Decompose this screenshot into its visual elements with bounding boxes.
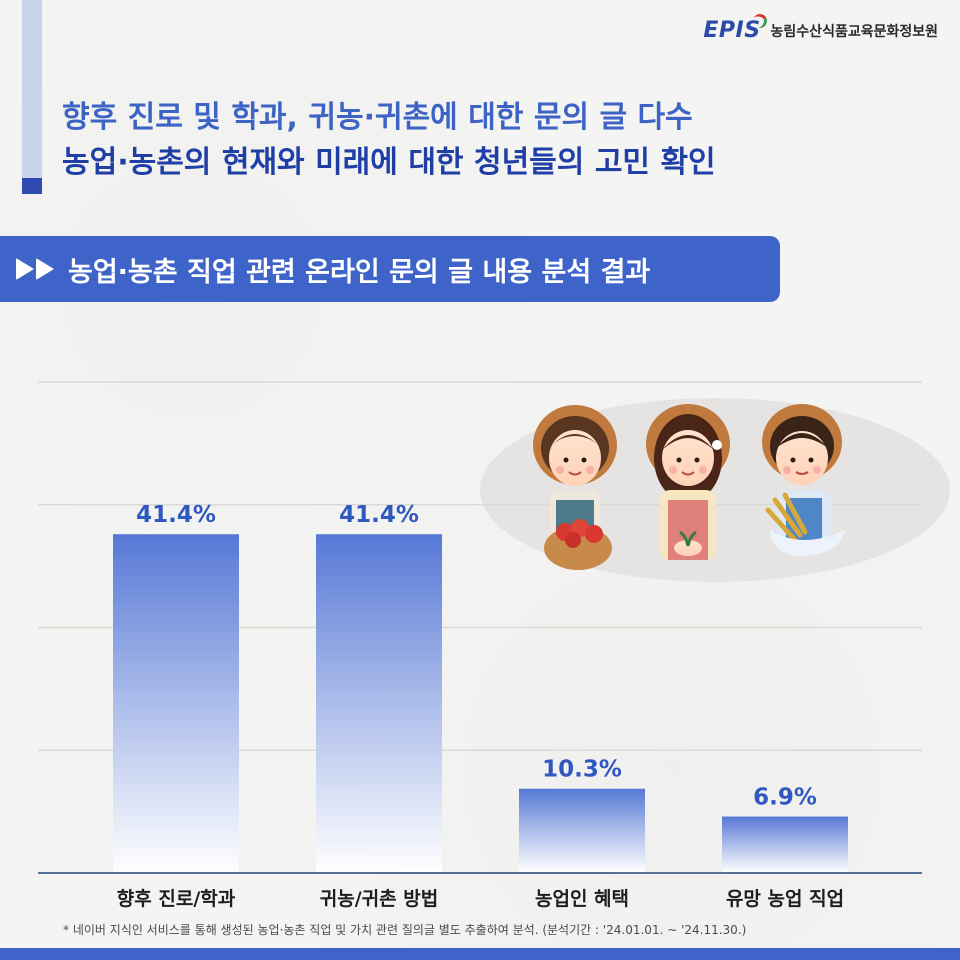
banner-title: 농업·농촌 직업 관련 온라인 문의 글 내용 분석 결과 [68, 256, 651, 288]
farmer-illustrations [533, 404, 845, 570]
category-label: 유망 농업 직업 [726, 888, 844, 910]
bar [722, 816, 848, 873]
section-banner: 농업·농촌 직업 관련 온라인 문의 글 내용 분석 결과 [0, 236, 780, 302]
data-label: 41.4% [339, 502, 419, 528]
headline: 향후 진로 및 학과, 귀농·귀촌에 대한 문의 글 다수 농업·농촌의 현재와… [62, 98, 716, 182]
farmer-with-tomatoes-icon [533, 405, 617, 570]
headline-line-2: 농업·농촌의 현재와 미래에 대한 청년들의 고민 확인 [62, 145, 716, 180]
data-label: 41.4% [136, 502, 216, 528]
data-labels: 41.4% 41.4% 10.3% 6.9% [136, 502, 817, 810]
bars [113, 534, 848, 873]
category-label: 귀농/귀촌 방법 [320, 888, 438, 910]
farmer-with-seedling-icon [646, 404, 730, 560]
data-label: 6.9% [753, 785, 817, 811]
bar [113, 534, 239, 873]
brand-logo: EPIS 농림수산식품교육문화정보원 [703, 12, 938, 43]
footnote: * 네이버 지식인 서비스를 통해 생성된 농업·농촌 직업 및 가치 관련 질… [63, 923, 747, 937]
decorative-side-bar [22, 0, 42, 178]
bar [519, 788, 645, 873]
category-label: 농업인 혜택 [535, 888, 629, 910]
category-labels: 향후 진로/학과 귀농/귀촌 방법 농업인 혜택 유망 농업 직업 [117, 888, 844, 910]
logo-text: EPIS [703, 18, 761, 43]
double-play-icon [16, 258, 54, 280]
org-name: 농림수산식품교육문화정보원 [770, 23, 938, 40]
category-label: 향후 진로/학과 [117, 888, 236, 910]
decorative-side-bar-cap [22, 178, 42, 194]
farmer-with-wheat-icon [762, 404, 845, 556]
headline-line-1: 향후 진로 및 학과, 귀농·귀촌에 대한 문의 글 다수 [62, 100, 693, 135]
bar [316, 534, 442, 873]
bottom-band [0, 948, 960, 960]
data-label: 10.3% [542, 757, 622, 783]
epis-logo-mark: EPIS [703, 12, 769, 43]
